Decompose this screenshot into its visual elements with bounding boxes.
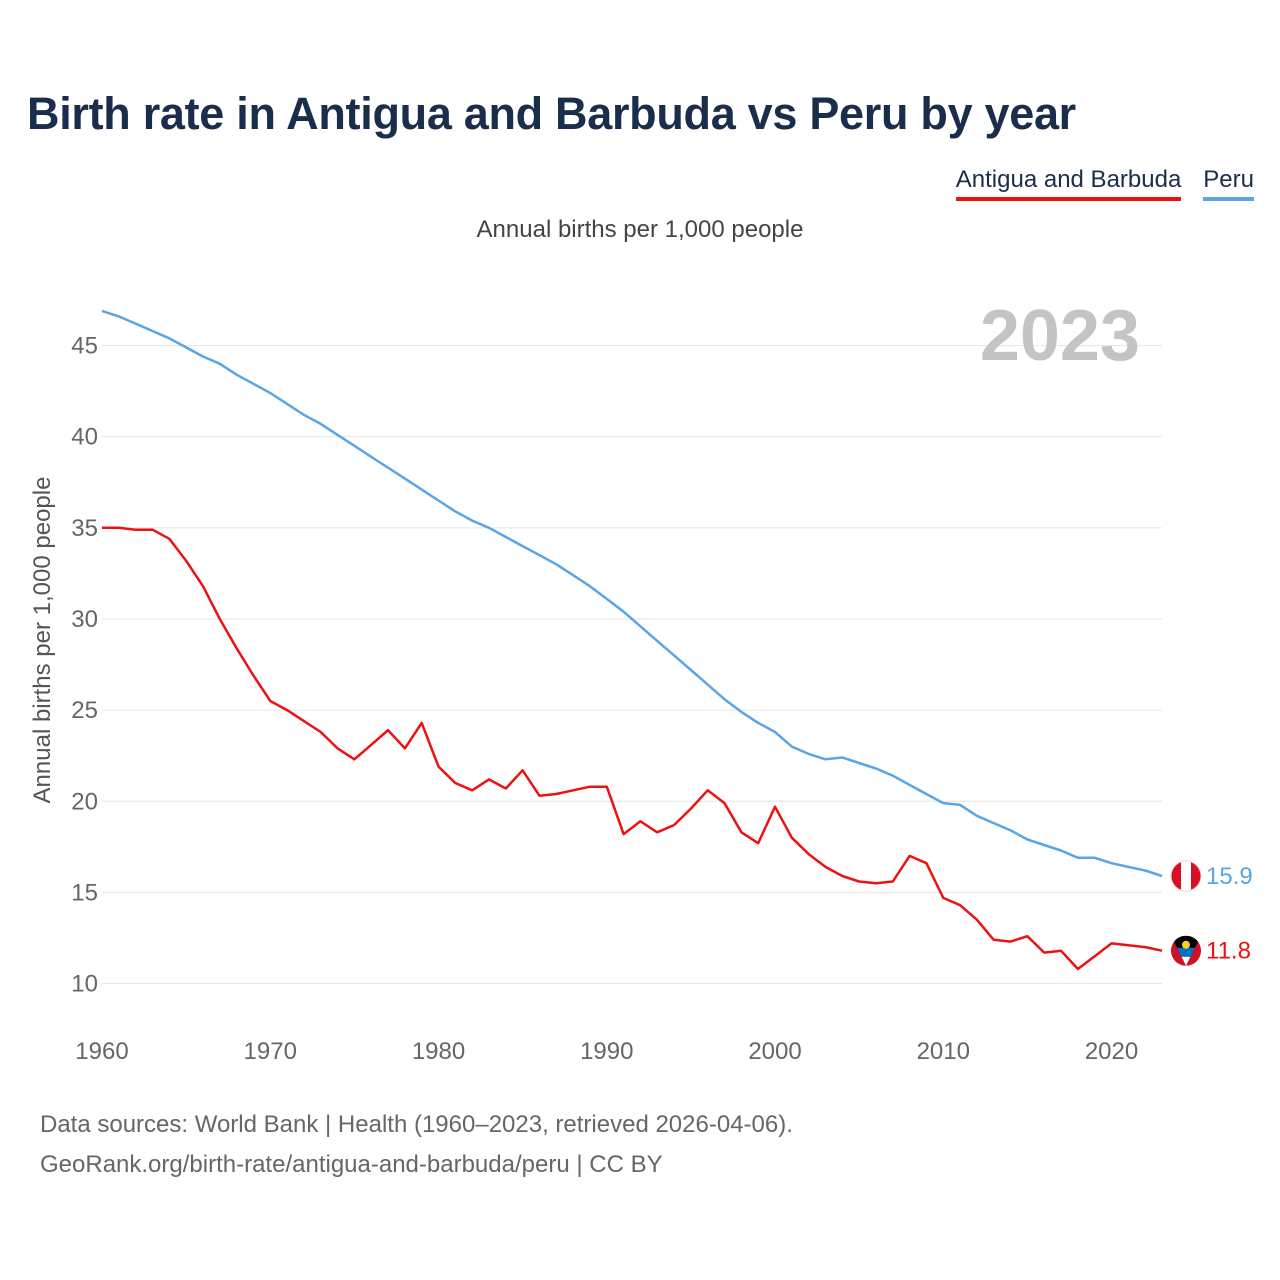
x-axis-ticks: 1960 1970 1980 1990 2000 2010 2020	[75, 1038, 1138, 1065]
x-tick-label: 1980	[412, 1038, 465, 1065]
peru-flag-icon	[1170, 860, 1202, 892]
x-tick-label: 1970	[244, 1038, 297, 1065]
data-sources-text: Data sources: World Bank | Health (1960–…	[40, 1111, 793, 1138]
y-tick-label: 35	[71, 515, 98, 542]
y-tick-label: 25	[71, 697, 98, 724]
x-tick-label: 2020	[1085, 1038, 1138, 1065]
y-tick-label: 30	[71, 606, 98, 633]
y-tick-label: 15	[71, 879, 98, 906]
series-lines	[101, 309, 1163, 971]
series-line-antigua-and-barbuda	[102, 526, 1163, 971]
series-end-markers	[1170, 860, 1202, 966]
footer: Data sources: World Bank | Health (1960–…	[40, 1105, 793, 1185]
x-tick-label: 2000	[748, 1038, 801, 1065]
chart-subtitle: Annual births per 1,000 people	[476, 216, 804, 243]
legend-item-peru[interactable]: Peru	[1203, 165, 1254, 201]
series-line-peru	[101, 309, 1163, 878]
y-axis-ticks: 10 15 20 25 30 35 40 45	[71, 333, 98, 998]
legend-item-antigua-and-barbuda[interactable]: Antigua and Barbuda	[955, 165, 1182, 201]
chart-title: Birth rate in Antigua and Barbuda vs Per…	[27, 88, 1076, 139]
antigua-and-barbuda-flag-icon	[1171, 935, 1201, 966]
y-tick-label: 10	[71, 971, 98, 998]
antigua-end-value: 11.8	[1206, 938, 1251, 965]
x-tick-label: 1990	[580, 1038, 633, 1065]
y-tick-label: 20	[71, 788, 98, 815]
peru-end-value: 15.9	[1206, 863, 1253, 890]
y-tick-label: 45	[71, 333, 98, 360]
y-axis-label: Annual births per 1,000 people	[29, 477, 56, 804]
gridlines	[102, 345, 1162, 985]
year-watermark: 2023	[980, 296, 1140, 376]
y-tick-label: 40	[71, 424, 98, 451]
legend: Antigua and Barbuda Peru	[955, 165, 1254, 201]
source-url-text: GeoRank.org/birth-rate/antigua-and-barbu…	[40, 1151, 663, 1178]
x-tick-label: 2010	[917, 1038, 970, 1065]
x-tick-label: 1960	[75, 1038, 128, 1065]
